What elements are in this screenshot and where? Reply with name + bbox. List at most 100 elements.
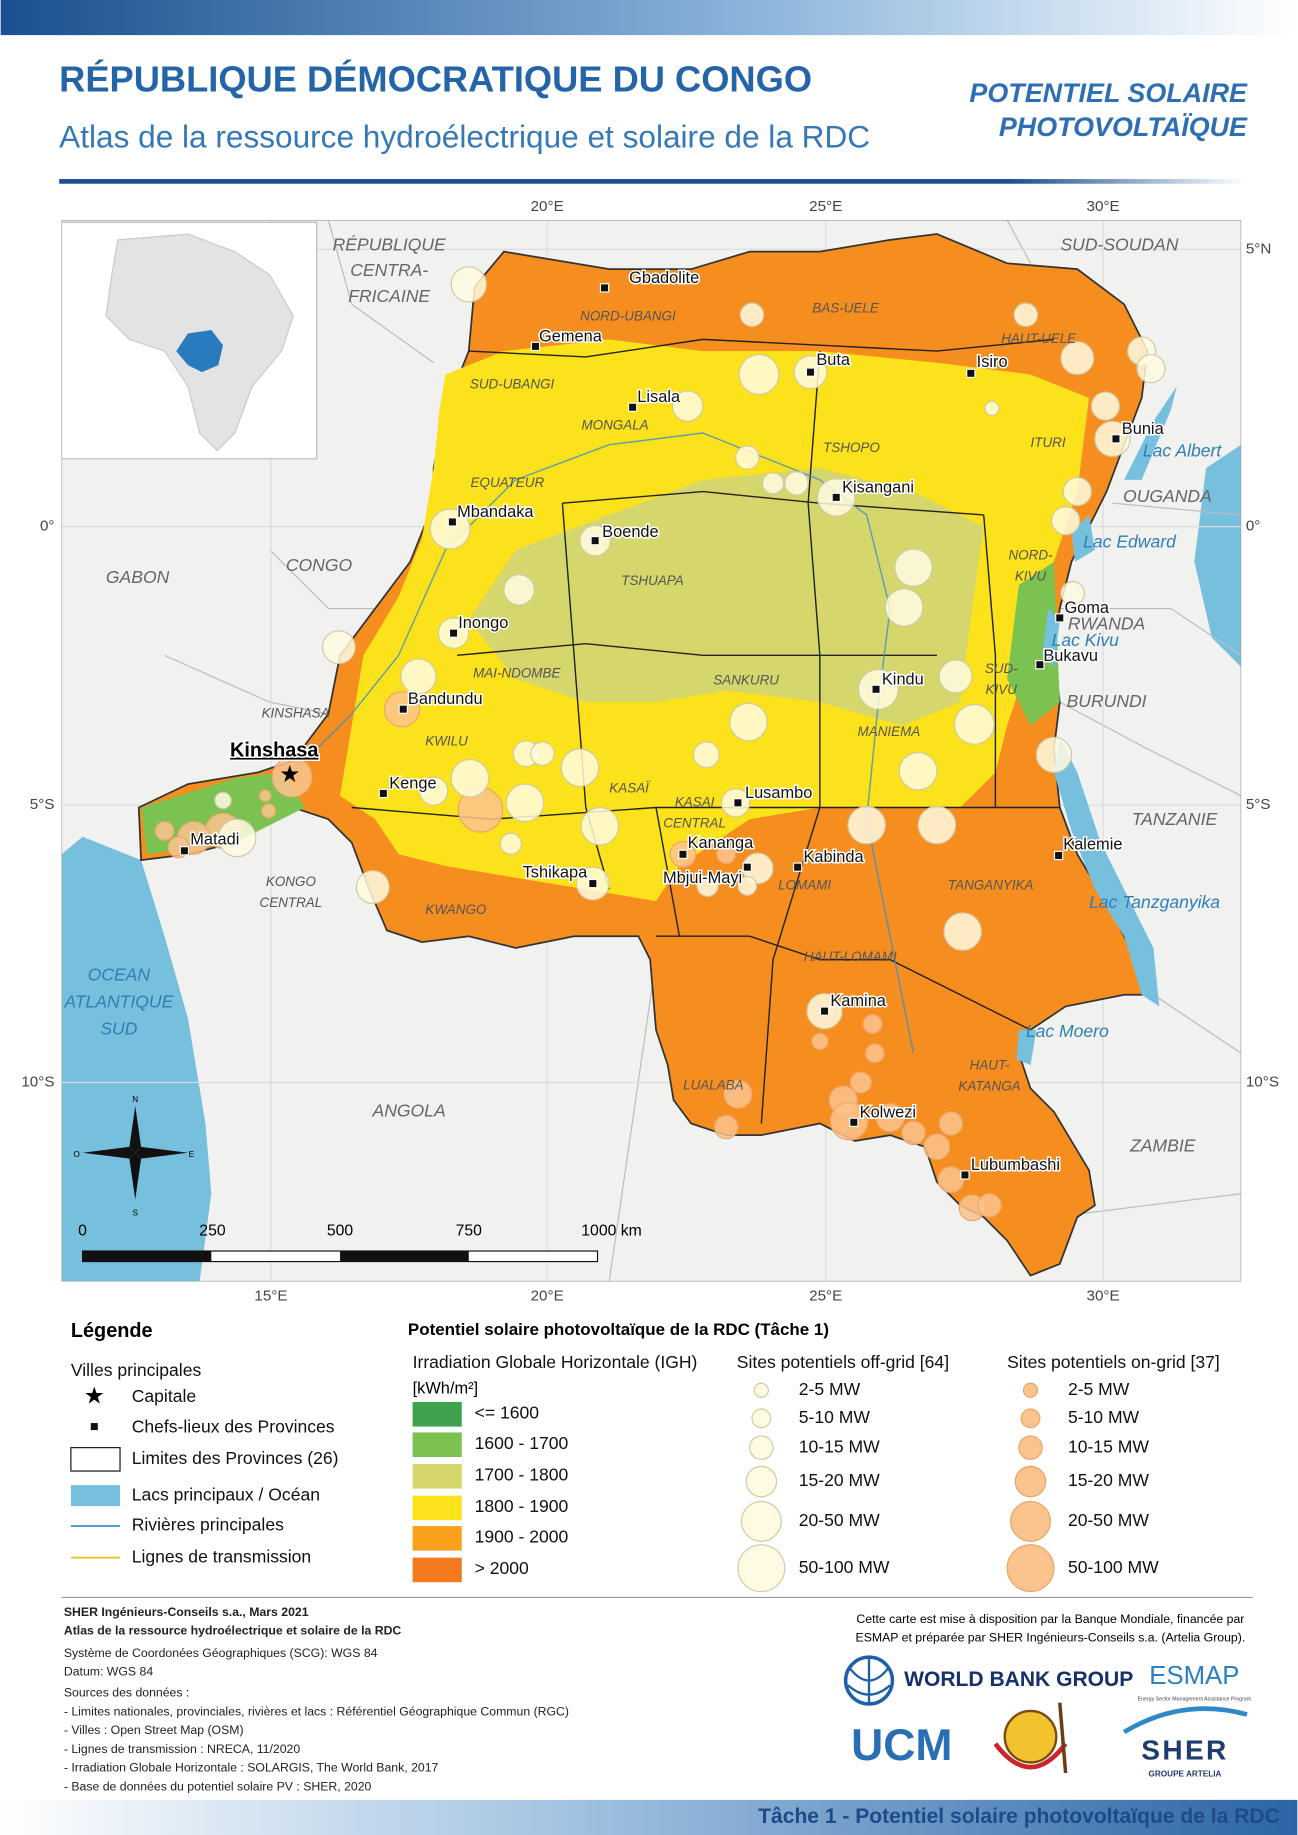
offgrid-site — [217, 818, 257, 858]
province-label: KWANGO — [425, 902, 487, 917]
banner: Tâche 1 - Potentiel solaire photovoltaïq… — [758, 1805, 1280, 1828]
ongrid-symbol — [1010, 1500, 1051, 1542]
city-label: Boende — [602, 523, 658, 541]
graticule-label: 5°S — [1246, 796, 1271, 813]
offgrid-site — [530, 741, 555, 766]
province-label: BAS-UELE — [812, 301, 880, 316]
igh-label: > 2000 — [475, 1558, 529, 1578]
scale-label: 0 — [78, 1222, 87, 1239]
ongrid-site — [258, 789, 272, 803]
water-label: Lac Moero — [1026, 1021, 1109, 1041]
city-label: Kalemie — [1063, 835, 1122, 853]
city-label: Gbadolite — [629, 269, 699, 287]
province-label: MAI-NDOMBE — [473, 666, 561, 681]
city-marker — [627, 402, 638, 412]
lake-victoria — [1194, 444, 1242, 668]
legend-label: Rivières principales — [132, 1515, 284, 1535]
city-label: Bandundu — [408, 690, 483, 708]
scale-label: 750 — [456, 1222, 483, 1239]
country-label: ANGOLA — [372, 1100, 446, 1120]
legend-label: Chefs-lieux des Provinces — [132, 1416, 335, 1436]
water-label: Lac Tanzganyika — [1089, 892, 1220, 912]
offgrid-site — [729, 702, 768, 742]
offgrid-site — [847, 805, 886, 845]
compass — [82, 1105, 188, 1200]
city-marker — [831, 492, 841, 503]
top-band — [0, 0, 1298, 36]
offgrid-site — [1060, 341, 1095, 376]
igh-title: Irradiation Globale Horizontale (IGH) — [413, 1352, 698, 1372]
city-marker — [819, 1006, 830, 1016]
ongrid-label: 2-5 MW — [1068, 1379, 1130, 1399]
city-marker — [1055, 613, 1065, 623]
ongrid-site — [923, 1133, 951, 1161]
igh-swatch — [412, 1401, 462, 1427]
country-label: CENTRA- — [350, 260, 428, 280]
city-marker — [530, 341, 541, 352]
offgrid-symbol — [737, 1544, 786, 1593]
city-label: Lisala — [637, 388, 681, 406]
igh-swatch — [412, 1464, 462, 1489]
offgrid-site — [1050, 506, 1081, 536]
offgrid-site — [429, 508, 471, 550]
province-label: HAUT-UELE — [1001, 331, 1077, 346]
ongrid-site — [938, 1111, 964, 1136]
ongrid-site — [713, 1114, 739, 1140]
offgrid-symbol — [740, 1500, 782, 1542]
offgrid-site — [321, 630, 356, 665]
city-label: Goma — [1064, 599, 1109, 617]
ongrid-site — [261, 803, 277, 819]
ongrid-symbol — [1014, 1465, 1047, 1498]
offgrid-site — [737, 875, 758, 896]
offgrid-site — [984, 400, 1000, 417]
theme-line: POTENTIEL SOLAIRE — [969, 78, 1248, 108]
city-label: Kabinda — [803, 848, 864, 866]
offgrid-site — [580, 806, 620, 846]
igh-label: 1600 - 1700 — [475, 1433, 569, 1453]
water-label: Lac Albert — [1143, 440, 1222, 460]
sher-swoosh — [1122, 1706, 1248, 1735]
credit-line: Système de Coordonées Géographiques (SCG… — [64, 1646, 378, 1660]
country-label: TANZANIE — [1132, 809, 1218, 829]
offgrid-site — [884, 588, 924, 627]
city-label: Tshikapa — [523, 863, 589, 881]
offgrid-label: 2-5 MW — [799, 1379, 861, 1399]
offgrid-site — [696, 874, 719, 898]
ongrid-label: 15-20 MW — [1068, 1470, 1149, 1490]
logo-text: UCM — [851, 1721, 952, 1770]
ongrid-symbol — [1006, 1544, 1055, 1593]
igh-label: 1800 - 1900 — [475, 1496, 569, 1516]
ongrid-site — [849, 1071, 872, 1094]
water-label: Lac Kivu — [1052, 630, 1120, 650]
igh-label: <= 1600 — [475, 1402, 540, 1422]
province-label: SUD- — [985, 661, 1018, 676]
city-marker — [378, 788, 389, 799]
country-label: ZAMBIE — [1129, 1136, 1196, 1156]
water-label: OCEAN — [88, 965, 151, 985]
city-label: Mbandaka — [457, 503, 534, 521]
province-label: NORD-UBANGI — [580, 309, 676, 324]
city-label: Kisangani — [842, 478, 914, 496]
scale-label: 1000 km — [581, 1222, 642, 1239]
offgrid-site — [1060, 581, 1085, 606]
compass-letter: E — [189, 1150, 195, 1159]
igh-swatch — [412, 1495, 462, 1521]
offgrid-site — [735, 445, 760, 470]
scale-label: 250 — [199, 1222, 226, 1239]
city-label: Lubumbashi — [971, 1156, 1060, 1174]
ongrid-site — [154, 820, 175, 841]
city-marker — [1053, 850, 1064, 861]
city-label: Mbjui-Mayi — [663, 869, 742, 887]
ongrid-label: 5-10 MW — [1068, 1407, 1140, 1427]
disclaimer: ESMAP et préparée par SHER Ingénieurs-Co… — [856, 1631, 1246, 1645]
map-labels: RÉPUBLIQUE CENTRA- FRICAINE SUD-SOUDAN CONGO… — [63, 234, 1222, 1239]
offgrid-site — [214, 791, 232, 810]
offgrid-site — [761, 472, 785, 495]
province-label: KASAI — [675, 794, 715, 809]
city-marker — [588, 878, 598, 889]
offgrid-symbol — [753, 1382, 769, 1398]
ongrid-title: Sites potentiels on-grid [37] — [1007, 1352, 1220, 1372]
footer: Cette carte est mise à disposition par l… — [64, 1605, 1252, 1793]
graticule-label: 15°E — [254, 1288, 287, 1305]
country-label: SUD-SOUDAN — [1060, 234, 1178, 254]
